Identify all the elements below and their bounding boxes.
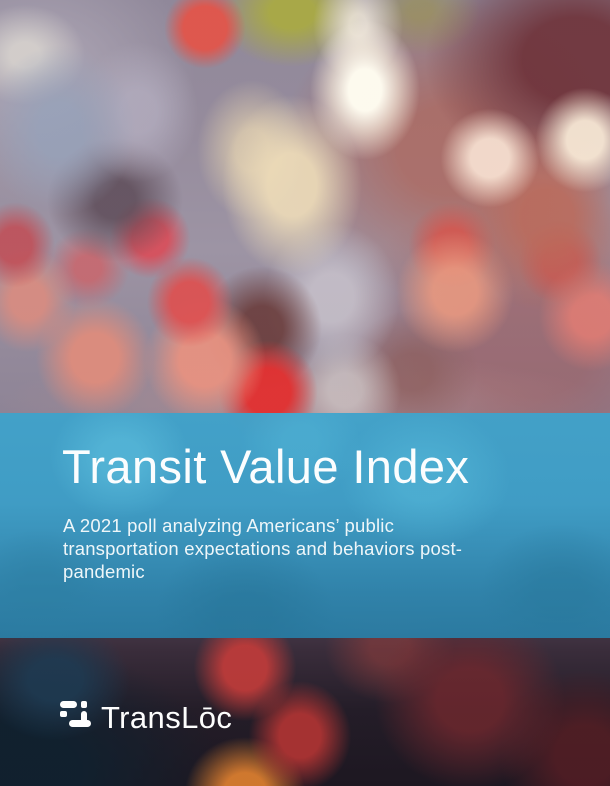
transloc-logo: TransLōc [60, 701, 232, 733]
report-title: Transit Value Index [62, 440, 470, 493]
transloc-mark-icon [60, 701, 91, 727]
title-banner: Transit Value Index A 2021 poll analyzin… [0, 413, 610, 638]
report-subtitle: A 2021 poll analyzing Americans’ public … [63, 515, 463, 582]
transloc-wordmark: TransLōc [101, 700, 233, 735]
